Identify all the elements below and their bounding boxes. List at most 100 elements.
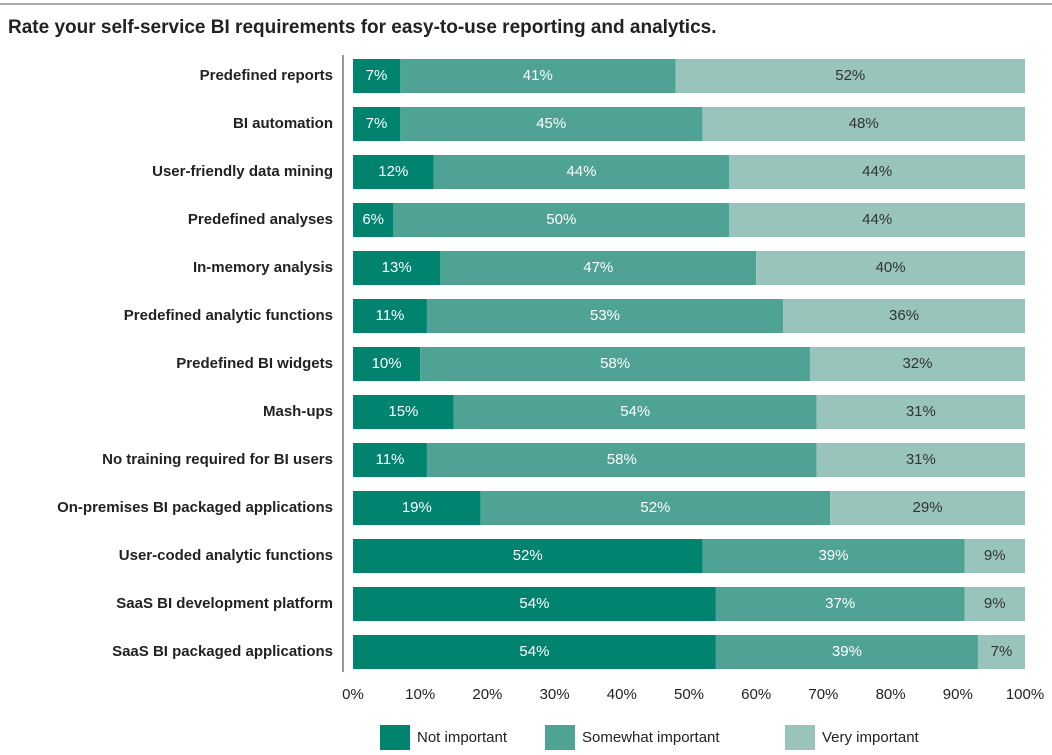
value-label: 11% xyxy=(375,451,404,468)
bar-segment xyxy=(964,539,1025,573)
bar-segment xyxy=(353,347,421,381)
value-label: 52% xyxy=(513,547,543,564)
x-tick-label: 100% xyxy=(1006,686,1044,703)
value-label: 50% xyxy=(546,211,576,228)
category-label: User-coded analytic functions xyxy=(119,547,333,564)
bar-segment xyxy=(420,347,810,381)
bar-segment xyxy=(480,491,831,525)
value-label: 40% xyxy=(876,259,906,276)
x-tick-label: 70% xyxy=(808,686,838,703)
bar-segment xyxy=(353,251,441,285)
value-label: 10% xyxy=(372,355,402,372)
value-label: 7% xyxy=(991,643,1013,660)
value-label: 52% xyxy=(835,67,865,84)
bar-segment xyxy=(440,251,757,285)
bar-segment xyxy=(353,155,434,189)
x-tick-label: 30% xyxy=(540,686,570,703)
value-label: 7% xyxy=(366,115,388,132)
value-label: 48% xyxy=(849,115,879,132)
bar-segment xyxy=(729,155,1025,189)
category-label: User-friendly data mining xyxy=(152,163,333,180)
category-label: In-memory analysis xyxy=(193,259,333,276)
bar-segment xyxy=(353,491,481,525)
value-label: 15% xyxy=(388,403,418,420)
x-tick-label: 20% xyxy=(472,686,502,703)
bar-segment xyxy=(783,299,1025,333)
value-label: 39% xyxy=(832,643,862,660)
bar-segment xyxy=(353,635,716,669)
bar-segment xyxy=(756,251,1025,285)
bar-segment xyxy=(702,107,1025,141)
value-label: 7% xyxy=(366,67,388,84)
category-label: No training required for BI users xyxy=(102,451,333,468)
value-label: 58% xyxy=(600,355,630,372)
bar-segment xyxy=(729,203,1025,237)
value-label: 37% xyxy=(825,595,855,612)
value-label: 19% xyxy=(402,499,432,516)
value-label: 13% xyxy=(382,259,412,276)
bar-segment xyxy=(353,395,454,429)
category-label: Predefined BI widgets xyxy=(176,355,333,372)
value-label: 45% xyxy=(536,115,566,132)
category-label: SaaS BI development platform xyxy=(116,595,333,612)
bar-segment xyxy=(400,59,676,93)
bar-segment xyxy=(964,587,1025,621)
x-tick-label: 80% xyxy=(876,686,906,703)
category-label: Predefined analyses xyxy=(188,211,333,228)
bar-segment xyxy=(453,395,817,429)
value-label: 47% xyxy=(583,259,613,276)
value-label: 44% xyxy=(862,163,892,180)
legend-label: Somewhat important xyxy=(582,729,720,746)
value-label: 6% xyxy=(362,211,384,228)
value-label: 31% xyxy=(906,403,936,420)
bar-segment xyxy=(715,587,965,621)
bar-segment xyxy=(433,155,730,189)
value-label: 36% xyxy=(889,307,919,324)
value-label: 44% xyxy=(862,211,892,228)
value-label: 44% xyxy=(566,163,596,180)
bar-segment xyxy=(816,395,1025,429)
x-tick-label: 90% xyxy=(943,686,973,703)
value-label: 54% xyxy=(519,643,549,660)
value-label: 12% xyxy=(378,163,408,180)
value-label: 39% xyxy=(818,547,848,564)
bar-segment xyxy=(353,539,703,573)
bar-segment xyxy=(426,299,784,333)
value-label: 31% xyxy=(906,451,936,468)
bar-segment xyxy=(353,107,401,141)
value-label: 58% xyxy=(607,451,637,468)
bar-segment xyxy=(426,443,817,477)
value-label: 41% xyxy=(523,67,553,84)
category-label: Predefined analytic functions xyxy=(124,307,333,324)
category-label: SaaS BI packaged applications xyxy=(112,643,333,660)
bar-segment xyxy=(353,299,427,333)
category-label: BI automation xyxy=(233,115,333,132)
bar-segment xyxy=(977,635,1025,669)
bar-segment xyxy=(353,203,394,237)
bar-segment xyxy=(816,443,1025,477)
legend-label: Very important xyxy=(822,729,920,746)
value-label: 54% xyxy=(620,403,650,420)
category-label: Mash-ups xyxy=(263,403,333,420)
x-tick-label: 10% xyxy=(405,686,435,703)
legend-label: Not important xyxy=(417,729,508,746)
x-tick-label: 50% xyxy=(674,686,704,703)
value-label: 32% xyxy=(902,355,932,372)
bar-segment xyxy=(393,203,730,237)
bar-segment xyxy=(830,491,1025,525)
value-label: 53% xyxy=(590,307,620,324)
legend-swatch xyxy=(785,725,815,750)
x-tick-label: 40% xyxy=(607,686,637,703)
bar-segment xyxy=(400,107,703,141)
legend-swatch xyxy=(380,725,410,750)
bar-segment xyxy=(353,443,427,477)
category-label: Predefined reports xyxy=(200,67,333,84)
chart-title: Rate your self-service BI requirements f… xyxy=(8,17,717,38)
value-label: 11% xyxy=(375,307,404,324)
bar-segment xyxy=(353,59,401,93)
value-label: 52% xyxy=(640,499,670,516)
category-label: On-premises BI packaged applications xyxy=(57,499,333,516)
legend-swatch xyxy=(545,725,575,750)
bar-segment xyxy=(715,635,978,669)
